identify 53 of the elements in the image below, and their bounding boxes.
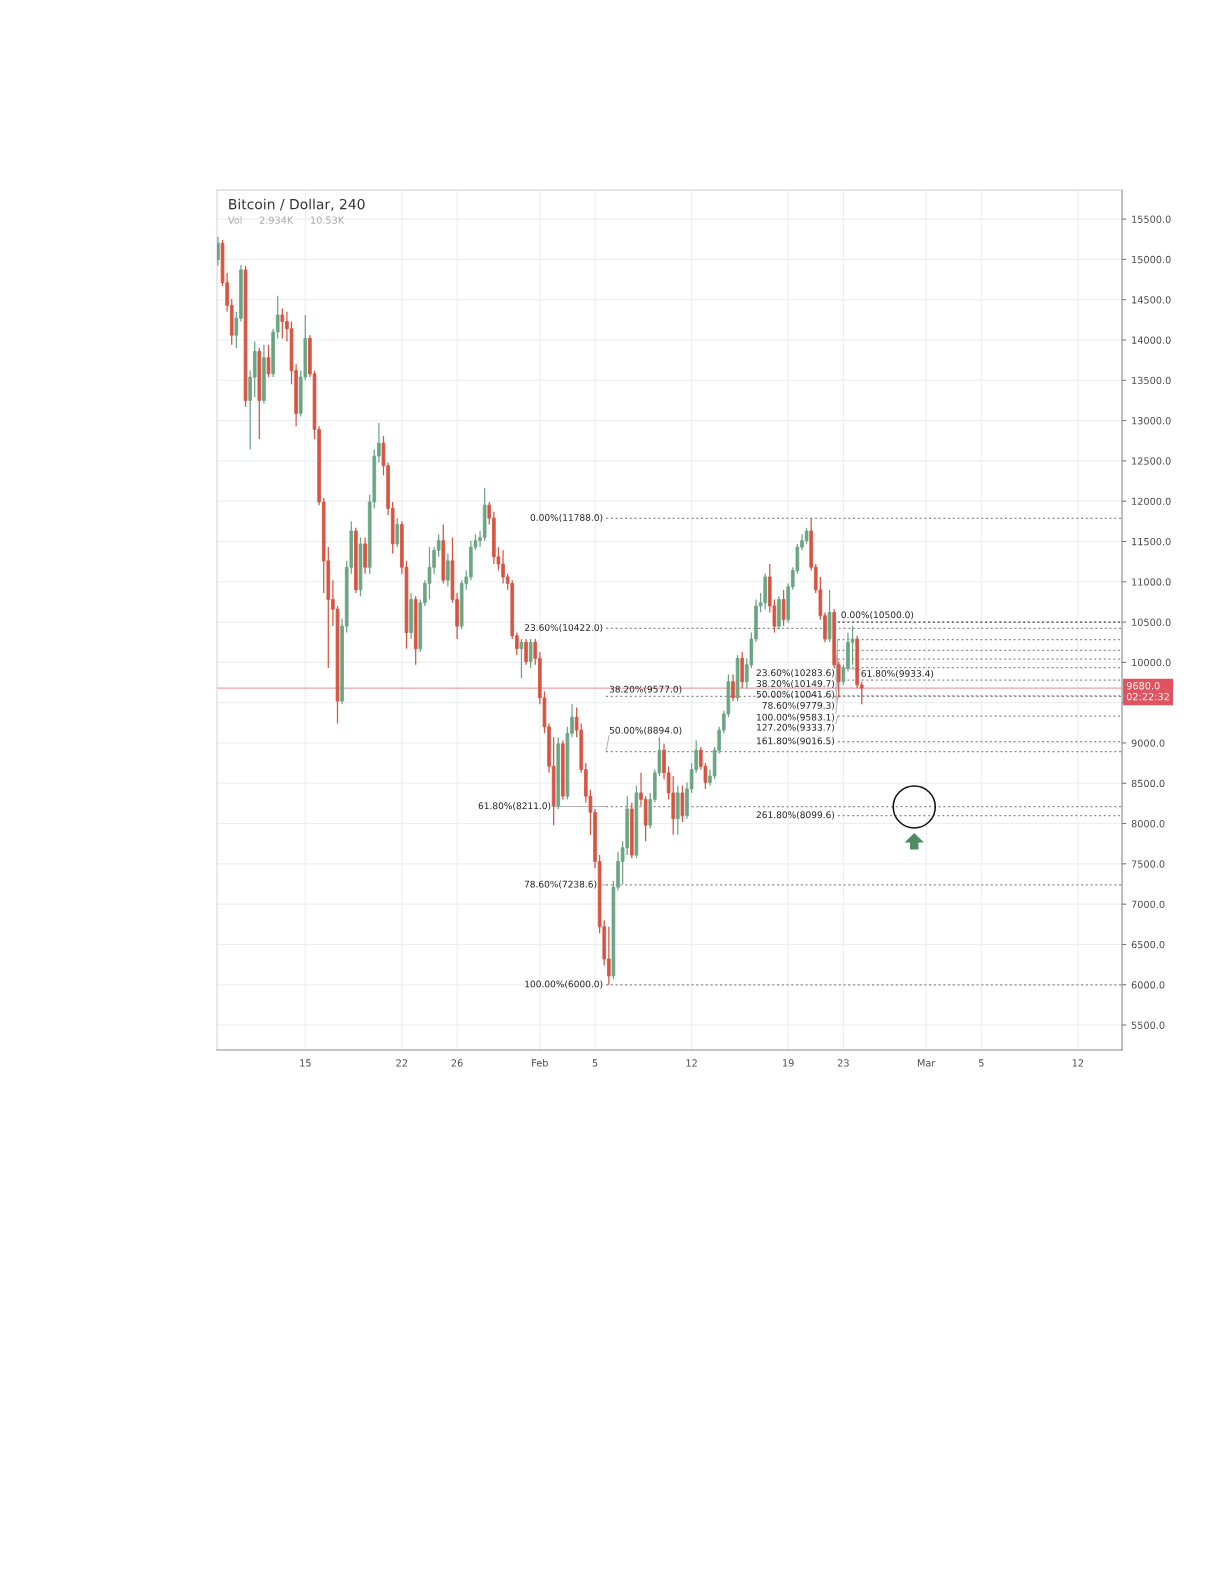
y-tick-label: 7000.0	[1131, 900, 1165, 908]
annotation: 10.53K	[311, 216, 345, 224]
y-tick-label: 8500.0	[1131, 779, 1165, 788]
series-label: 61.80%(9933.4)	[861, 669, 934, 678]
x-tick-label: 23	[837, 1059, 849, 1067]
text: 38.20%(10149.7)	[756, 679, 835, 688]
x-tick-label: 12	[1072, 1059, 1084, 1067]
y-tick-label: 5500.0	[1131, 1021, 1165, 1029]
annotation: 2.934K	[259, 216, 294, 224]
y-tick-label: 13500.0	[1132, 376, 1171, 385]
y-tick-label: 9000.0	[1131, 739, 1165, 747]
y-tick-label: 10500.0	[1132, 618, 1171, 626]
x-tick-label: 5	[978, 1059, 984, 1067]
series-label: 23.60%(10422.0)	[524, 624, 603, 633]
x-tick-label: 26	[451, 1059, 463, 1067]
ref-line-label: 9680.0 02:22:32	[1126, 682, 1169, 701]
series-label: 38.20%(9577.0)	[609, 685, 682, 694]
x-tick-label: 5	[592, 1059, 598, 1067]
y-tick-label: 10000.0	[1132, 658, 1171, 667]
y-tick-label: 7500.0	[1131, 860, 1165, 868]
series-label: 100.00%(9583.1)	[757, 713, 835, 722]
series-label: 100.00%(6000.0)	[525, 980, 603, 989]
y-tick-label: 11000.0	[1132, 578, 1171, 586]
x-tick-label: Mar	[917, 1059, 936, 1067]
annotation: Vol	[227, 216, 242, 224]
series-label: 78.60%(7238.6)	[524, 880, 597, 889]
y-tick-label: 12000.0	[1132, 497, 1171, 506]
x-tick-label: 22	[396, 1059, 408, 1067]
x-tick-label: 12	[686, 1059, 697, 1067]
y-tick-label: 8000.0	[1131, 820, 1165, 828]
x-tick-label: 15	[300, 1059, 311, 1067]
y-tick-label: 13000.0	[1132, 417, 1171, 425]
text: 61.80%(8211.0)	[478, 802, 551, 811]
y-tick-label: 14000.0	[1132, 336, 1171, 344]
series-label: 0.00%(10500.0)	[841, 611, 914, 620]
series-label: 127.20%(9333.7)	[757, 723, 835, 732]
x-tick-label: 19	[783, 1059, 794, 1067]
y-tick-label: 12500.0	[1132, 457, 1171, 465]
series-label: 261.80%(8099.6)	[756, 811, 835, 820]
y-tick-label: 6000.0	[1131, 981, 1165, 989]
text: 78.60%(9779.3)	[762, 701, 835, 710]
y-tick-label: 15000.0	[1132, 255, 1171, 264]
y-tick-label: 14500.0	[1132, 296, 1171, 304]
y-tick-label: 6500.0	[1131, 940, 1165, 949]
y-tick-label: 11500.0	[1132, 537, 1171, 546]
y-tick-label: 15500.0	[1132, 215, 1171, 223]
series-label: 0.00%(11788.0)	[530, 513, 603, 522]
x-tick-label: Feb	[532, 1059, 548, 1067]
text: Bitcoin / Dollar, 240	[229, 198, 365, 211]
text: 23.60%(10283.6)	[756, 669, 835, 678]
text: 50.00%(10041.6)	[756, 690, 835, 699]
series-label: 161.80%(9016.5)	[757, 737, 835, 746]
series-label: 50.00%(8894.0)	[609, 726, 682, 735]
